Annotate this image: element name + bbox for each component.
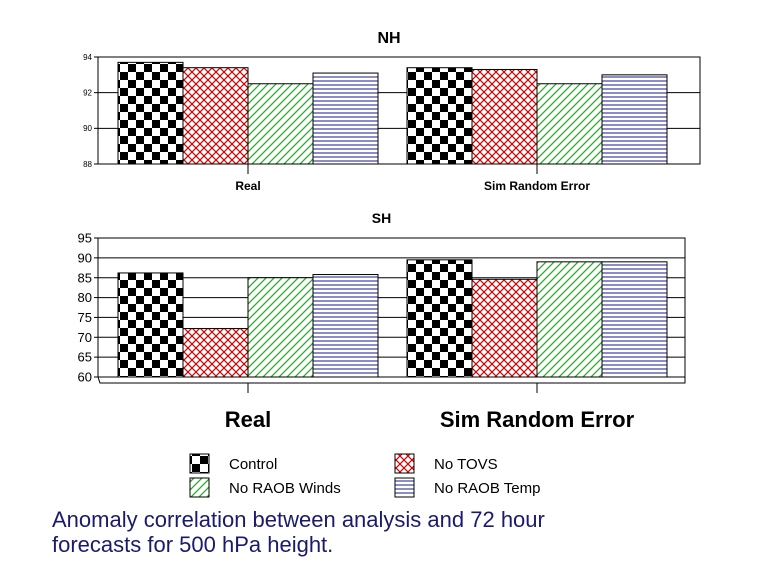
- caption-line-2: forecasts for 500 hPa height.: [52, 532, 334, 557]
- y-tick-label: 70: [78, 330, 92, 345]
- bar-no-raob-winds-1: [247, 277, 314, 378]
- chart-nh: 88 90 92 94 NH Real Sim Random Error: [83, 30, 701, 193]
- caption-line-1: Anomaly correlation between analysis and…: [52, 507, 545, 532]
- legend-label: No RAOB Temp: [434, 480, 540, 497]
- y-tick-label: 88: [83, 160, 92, 169]
- bar-control-1: [117, 61, 184, 165]
- bar-control-2: [406, 67, 473, 165]
- bar-no-tovs-2: [471, 68, 538, 165]
- chart-title: SH: [372, 210, 391, 226]
- y-tick-label: 75: [78, 310, 92, 325]
- y-tick-label: 95: [78, 231, 92, 246]
- legend-swatch: [189, 453, 210, 474]
- chart-title: NH: [377, 30, 400, 47]
- bar-no-raob-temp-2: [601, 74, 668, 165]
- bar-no-raob-winds-1: [247, 83, 314, 165]
- charts-layer: 88 90 92 94 NH Real Sim Random Error 60 65 70 75 80…: [78, 30, 701, 432]
- legend-swatch: [189, 477, 210, 498]
- bar-no-raob-temp-2: [601, 261, 668, 378]
- legend: Control No TOVS No RAOB Winds No RAOB Temp: [189, 453, 540, 498]
- bar-no-raob-winds-2: [536, 261, 603, 378]
- y-tick-label: 90: [78, 250, 92, 265]
- y-tick-label: 60: [78, 370, 92, 385]
- figure-caption: Anomaly correlation between analysis and…: [52, 507, 752, 557]
- y-tick-label: 80: [78, 290, 92, 305]
- bar-control-1: [117, 272, 184, 378]
- bar-no-tovs-1: [182, 67, 249, 165]
- legend-swatch: [394, 453, 415, 474]
- bar-no-raob-temp-1: [312, 72, 379, 165]
- bar-no-raob-winds-2: [536, 83, 603, 165]
- y-tick-label: 65: [78, 350, 92, 365]
- chart-floor: [97, 376, 686, 384]
- chart-sh: 60 65 70 75 80 85 90 95 SH Real Sim Random Error: [78, 210, 686, 432]
- legend-item-no-raob-winds: No RAOB Winds: [189, 477, 341, 498]
- legend-item-no-raob-temp: No RAOB Temp: [394, 477, 540, 498]
- legend-label: Control: [229, 456, 277, 473]
- y-tick-label: 92: [83, 88, 92, 97]
- legend-swatch: [394, 477, 415, 498]
- y-tick-label: 94: [83, 53, 92, 62]
- legend-label: No RAOB Winds: [229, 480, 341, 497]
- bar-no-tovs-2: [471, 278, 538, 378]
- x-category-label: Sim Random Error: [440, 407, 635, 432]
- x-category-label: Real: [235, 179, 260, 193]
- y-tick-label: 85: [78, 270, 92, 285]
- y-tick-label: 90: [83, 124, 92, 133]
- bar-control-2: [406, 259, 473, 378]
- x-category-label: Real: [225, 407, 271, 432]
- bar-no-raob-temp-1: [312, 274, 379, 378]
- legend-item-control: Control: [189, 453, 277, 474]
- legend-item-no-tovs: No TOVS: [394, 453, 498, 474]
- legend-label: No TOVS: [434, 456, 498, 473]
- bar-no-tovs-1: [182, 328, 249, 378]
- x-category-label: Sim Random Error: [484, 179, 590, 193]
